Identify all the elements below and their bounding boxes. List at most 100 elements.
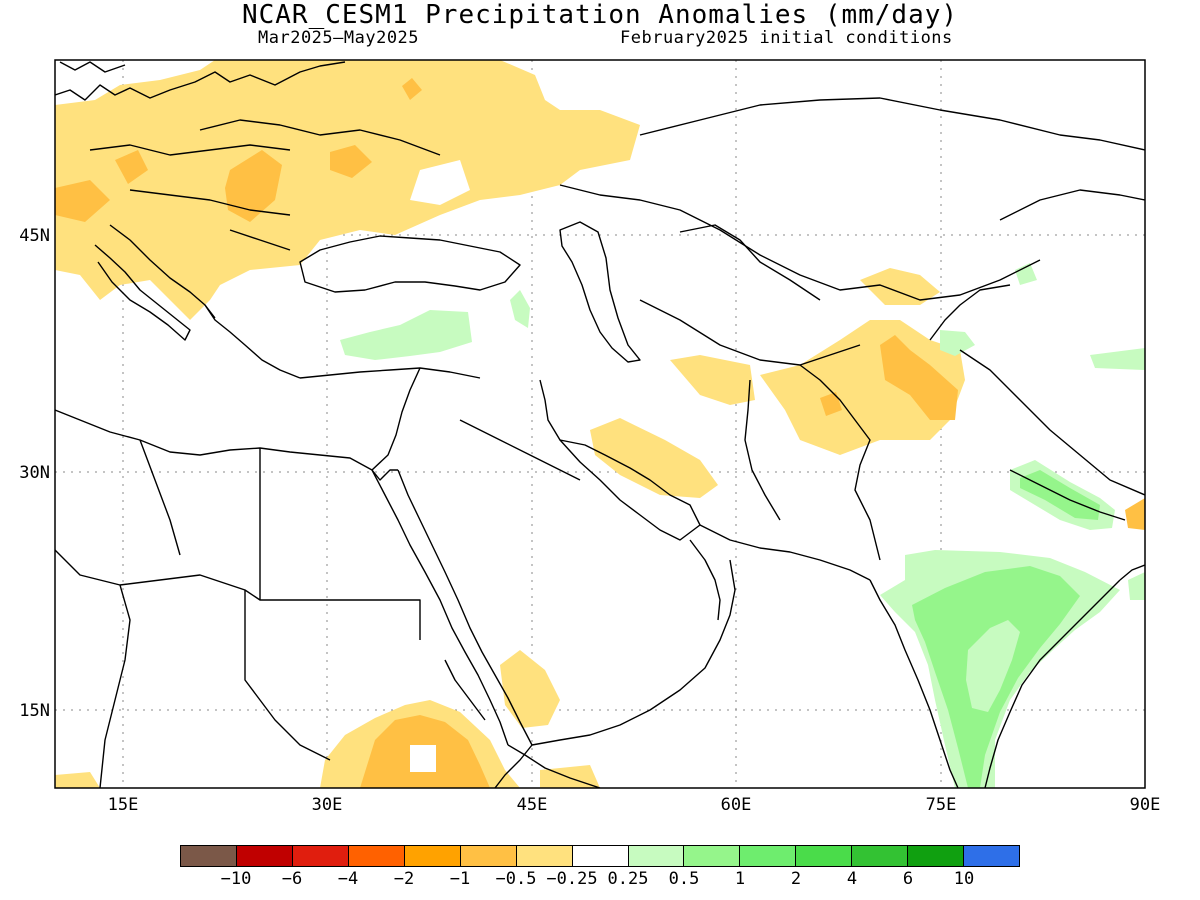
lon-tick-45E: 45E xyxy=(517,795,548,815)
legend-swatch xyxy=(908,846,965,866)
legend-swatch xyxy=(404,846,461,866)
lon-tick-90E: 90E xyxy=(1130,795,1161,815)
red-sea-east xyxy=(397,469,533,746)
legend-label: −10 xyxy=(220,869,252,889)
map-title: NCAR_CESM1 Precipitation Anomalies (mm/d… xyxy=(241,0,959,30)
china-india-border xyxy=(959,349,1145,496)
iran-dry-2 xyxy=(590,418,718,498)
north-africa-coast xyxy=(55,409,373,471)
legend-swatch xyxy=(796,846,853,866)
europe-border-1 xyxy=(89,144,291,156)
legend-swatch xyxy=(460,846,517,866)
legend-label: 10 xyxy=(953,869,975,889)
karakoram-dry xyxy=(880,335,958,420)
horn-coast xyxy=(507,744,601,788)
legend-swatch xyxy=(852,846,909,866)
legend-label: 6 xyxy=(902,869,914,889)
europe-border-2 xyxy=(129,189,291,216)
legend-swatch xyxy=(740,846,797,866)
legend-label: 1 xyxy=(734,869,746,889)
forecast-period: Mar2025–May2025 xyxy=(258,28,420,48)
europe-dry-core-3 xyxy=(55,180,110,222)
mongolia-wet xyxy=(1015,263,1037,285)
caucasus-dry xyxy=(860,268,940,305)
lat-tick-45N: 45N xyxy=(19,226,50,246)
color-legend xyxy=(180,845,1020,867)
iran-dry xyxy=(670,355,755,405)
india-inner-light xyxy=(966,620,1020,712)
caucasus-wet xyxy=(510,290,530,328)
india-east-coast xyxy=(984,579,1121,788)
legend-label: 0.25 xyxy=(607,869,649,889)
uzbekistan-border xyxy=(679,224,821,301)
russia-border xyxy=(639,97,1145,151)
legend-swatch xyxy=(628,846,685,866)
lon-tick-60E: 60E xyxy=(721,795,752,815)
legend-swatch xyxy=(516,846,573,866)
legend-label: −1 xyxy=(449,869,471,889)
europe-dry-core-5 xyxy=(402,78,422,100)
gulf-of-aden xyxy=(494,744,533,788)
legend-swatch xyxy=(684,846,741,866)
scandinavia-coast xyxy=(59,61,126,73)
lon-tick-30E: 30E xyxy=(312,795,343,815)
iran-afghan-border xyxy=(744,379,781,521)
legend-label: −0.25 xyxy=(546,869,598,889)
legend-swatch xyxy=(572,846,629,866)
red-sea-west xyxy=(371,469,509,746)
europe-dry-core-1 xyxy=(225,150,282,222)
legend-swatch xyxy=(964,846,1020,866)
black-sea xyxy=(299,235,521,293)
yemen-dry xyxy=(500,650,560,728)
somalia-dry xyxy=(540,765,600,788)
lat-tick-30N: 30N xyxy=(19,463,50,483)
iraq-saudi-border xyxy=(459,419,581,481)
china-wet xyxy=(1090,348,1145,370)
greece-coast xyxy=(204,304,301,379)
italy-coast xyxy=(94,244,191,341)
europe-coast xyxy=(55,61,346,101)
levant-coast xyxy=(371,367,421,471)
turkey-south-coast xyxy=(299,367,481,379)
sinai xyxy=(371,469,398,481)
afghan-pakistan-border xyxy=(799,364,881,561)
red-sea-coast-detail xyxy=(444,659,486,721)
oman-coast xyxy=(689,539,721,621)
turkey-wet xyxy=(340,310,472,360)
bangladesh-coast xyxy=(1119,564,1145,581)
central-asia-border xyxy=(929,284,1011,341)
caspian-sea xyxy=(559,221,641,363)
legend-swatch xyxy=(292,846,349,866)
sahara-dry xyxy=(55,772,100,788)
arabia-south-coast xyxy=(531,559,736,746)
initial-conditions: February2025 initial conditions xyxy=(620,28,953,48)
europe-border-3 xyxy=(199,119,441,156)
iran-south-coast xyxy=(699,524,871,581)
legend-label: 0.5 xyxy=(668,869,700,889)
africa-border-1 xyxy=(55,549,421,640)
lon-tick-75E: 75E xyxy=(926,795,957,815)
nepal-border xyxy=(1009,469,1126,521)
lat-tick-15N: 15N xyxy=(19,701,50,721)
turkmenistan-border xyxy=(639,299,861,366)
iran-iraq-border xyxy=(539,379,561,441)
legend-label: 4 xyxy=(846,869,858,889)
lon-tick-15E: 15E xyxy=(108,795,139,815)
india-west-coast xyxy=(869,579,959,788)
africa-border-2 xyxy=(244,590,331,761)
ethiopia-gap xyxy=(410,745,436,772)
legend-swatch xyxy=(236,846,293,866)
legend-label: −4 xyxy=(337,869,359,889)
europe-dry xyxy=(55,60,640,320)
legend-label: −6 xyxy=(281,869,303,889)
legend-swatch xyxy=(348,846,405,866)
legend-label: −0.5 xyxy=(495,869,537,889)
mongolia-border xyxy=(999,189,1145,221)
legend-label: −2 xyxy=(393,869,415,889)
legend-swatch xyxy=(181,846,237,866)
color-legend-labels: −10 −6 −4 −2 −1 −0.5 −0.25 0.25 0.5 1 2 4 6 10 xyxy=(0,869,1200,891)
europe-dry-core-4 xyxy=(115,150,148,184)
africa-border-3 xyxy=(99,584,131,788)
europe-gap xyxy=(410,160,470,205)
